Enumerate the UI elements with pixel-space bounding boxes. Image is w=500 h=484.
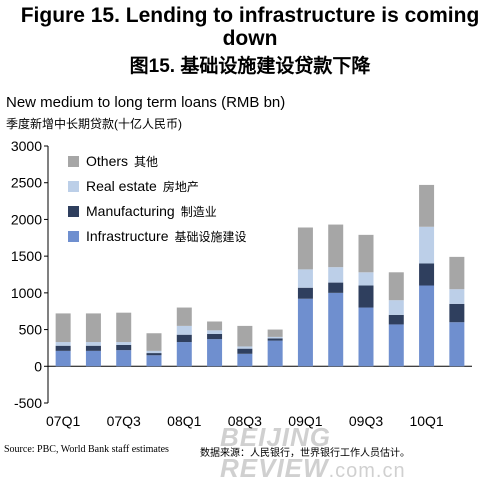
bar-segment-infrastructure	[176, 342, 192, 367]
bar-segment-infrastructure	[85, 350, 101, 367]
bar-segment-manufacturing	[176, 334, 192, 343]
legend-label-chinese: 其他	[134, 155, 158, 169]
legend-swatch	[68, 206, 79, 217]
bar-segment-infrastructure	[146, 355, 162, 367]
bar-segment-manufacturing	[55, 345, 71, 351]
bar-segment-manufacturing	[237, 348, 253, 354]
bar-segment-others	[116, 312, 132, 343]
y-tick-label: 2000	[11, 211, 42, 227]
bar-segment-real-estate	[267, 336, 283, 339]
bar-segment-real-estate	[55, 342, 71, 346]
stacked-bar-chart: -500 0 500 1000 1500 2000 2500 3000 07Q1 07Q3 08Q1…	[11, 138, 472, 429]
y-tick-label: -500	[14, 395, 42, 411]
chart-title-chinese: 图15. 基础设施建设贷款下降	[129, 56, 371, 77]
bar-segment-infrastructure	[207, 339, 223, 367]
source-note-chinese: 数据来源：人民银行，世界银行工作人员估计。	[200, 448, 410, 459]
legend-label-chinese: 房地产	[163, 179, 199, 194]
y-axis-unit-label: New medium to long term loans (RMB bn)	[6, 94, 286, 111]
x-tick-label: 10Q1	[409, 413, 443, 429]
bar-segment-real-estate	[85, 342, 101, 346]
bar-segment-manufacturing	[207, 333, 223, 340]
bar-segment-real-estate	[297, 269, 313, 288]
x-tick-label: 09Q1	[288, 413, 322, 429]
bar-segment-real-estate	[237, 346, 253, 349]
bar-segment-others	[237, 325, 253, 347]
bar-segment-manufacturing	[267, 338, 283, 341]
bar-segment-others	[85, 313, 101, 343]
bar-segment-manufacturing	[85, 345, 101, 351]
bar-segment-others	[358, 234, 374, 273]
bar-segment-real-estate	[358, 272, 374, 286]
watermark-suffix: .com.cn	[328, 460, 406, 482]
legend-swatch	[68, 156, 79, 167]
legend-swatch	[68, 231, 79, 242]
bar-segment-infrastructure	[297, 298, 313, 367]
legend-label: Real estate	[86, 178, 157, 194]
x-tick-label: 08Q3	[228, 413, 262, 429]
bar-segment-infrastructure	[449, 322, 465, 367]
bar-segment-real-estate	[116, 342, 132, 345]
bar-segment-real-estate	[176, 325, 192, 335]
legend-label: Infrastructure	[86, 228, 169, 244]
x-tick-label: 09Q3	[349, 413, 383, 429]
y-tick-label: 1500	[11, 248, 42, 264]
y-tick-label: 1000	[11, 285, 42, 301]
bar-segment-infrastructure	[55, 350, 71, 367]
bar-segment-real-estate	[207, 330, 223, 334]
bar-segment-others	[176, 307, 192, 326]
bar-segment-others	[297, 227, 313, 270]
y-tick-label: 2500	[11, 175, 42, 191]
bar-segment-manufacturing	[419, 263, 435, 286]
x-tick-label: 07Q3	[107, 413, 141, 429]
bar-segment-others	[419, 184, 435, 227]
watermark-text: BEIJING REVIEW	[220, 422, 332, 483]
bar-segment-manufacturing	[358, 285, 374, 308]
bar-segment-infrastructure	[358, 307, 374, 367]
legend-label-chinese: 基础设施建设	[174, 230, 246, 244]
y-tick-label: 3000	[11, 138, 42, 154]
bar-segment-others	[55, 313, 71, 343]
bar-segment-infrastructure	[267, 340, 283, 367]
legend-swatch	[68, 181, 79, 192]
chart-title: Figure 15. Lending to infrastructure is …	[20, 4, 480, 50]
bar-segment-infrastructure	[237, 353, 253, 367]
bar-segment-manufacturing	[116, 344, 132, 351]
bar-segment-manufacturing	[449, 303, 465, 323]
source-note: Source: PBC, World Bank staff estimates	[4, 444, 169, 455]
watermark-logo: BEIJING REVIEW.com.cn	[220, 422, 500, 484]
y-tick-label: 500	[19, 322, 43, 338]
bar-segment-real-estate	[388, 300, 404, 315]
bar-segment-others	[388, 272, 404, 301]
bar-segment-real-estate	[419, 226, 435, 264]
bar-segment-manufacturing	[388, 314, 404, 325]
bar-segment-infrastructure	[116, 350, 132, 367]
legend-label: Manufacturing	[86, 203, 175, 219]
x-tick-label: 07Q1	[46, 413, 80, 429]
bar-segment-manufacturing	[297, 287, 313, 299]
bar-segment-real-estate	[449, 289, 465, 304]
bar-segment-infrastructure	[388, 324, 404, 367]
x-tick-label: 08Q1	[167, 413, 201, 429]
bar-segment-infrastructure	[419, 285, 435, 367]
bar-segment-real-estate	[328, 267, 344, 283]
bar-segment-real-estate	[146, 350, 162, 354]
y-tick-label: 0	[34, 358, 42, 374]
bar-segment-others	[449, 256, 465, 290]
y-axis-unit-label-chinese: 季度新增中长期贷款(十亿人民币)	[6, 117, 182, 131]
bar-segment-others	[207, 321, 223, 331]
legend-label-chinese: 制造业	[181, 205, 217, 219]
bar-segment-others	[146, 333, 162, 351]
bar-segment-manufacturing	[146, 353, 162, 356]
bar-segment-manufacturing	[328, 282, 344, 293]
bar-segment-others	[328, 224, 344, 268]
legend-label: Others	[86, 153, 128, 169]
bar-segment-others	[267, 329, 283, 337]
bar-segment-infrastructure	[328, 292, 344, 367]
